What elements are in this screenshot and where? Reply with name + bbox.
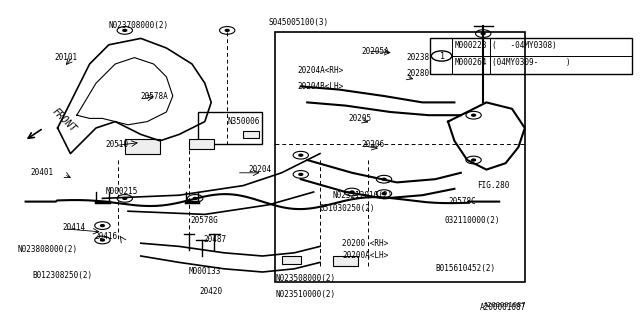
Bar bbox=[430, 38, 632, 74]
Text: 20101: 20101 bbox=[54, 53, 77, 62]
Text: 20414: 20414 bbox=[63, 223, 86, 232]
Text: 20200 <RH>: 20200 <RH> bbox=[342, 239, 388, 248]
Circle shape bbox=[472, 159, 476, 161]
Circle shape bbox=[225, 29, 229, 31]
Circle shape bbox=[472, 114, 476, 116]
Circle shape bbox=[299, 173, 303, 175]
Text: 20205: 20205 bbox=[349, 114, 372, 123]
Text: 051030250(2): 051030250(2) bbox=[320, 204, 376, 212]
Text: FIG.280: FIG.280 bbox=[477, 181, 509, 190]
Text: B012308250(2): B012308250(2) bbox=[32, 271, 92, 280]
Text: N350006: N350006 bbox=[227, 117, 260, 126]
Text: 20578A: 20578A bbox=[141, 92, 168, 100]
Bar bbox=[125, 139, 160, 154]
Text: 20401: 20401 bbox=[31, 168, 54, 177]
Circle shape bbox=[193, 197, 197, 199]
Text: 20238: 20238 bbox=[406, 53, 429, 62]
Text: A200001087: A200001087 bbox=[480, 303, 526, 312]
Text: N023808000(2): N023808000(2) bbox=[18, 245, 78, 254]
Text: 20510: 20510 bbox=[106, 140, 129, 148]
Text: (   -04MY0308): ( -04MY0308) bbox=[492, 41, 556, 50]
Text: B015610452(2): B015610452(2) bbox=[435, 264, 495, 273]
Bar bbox=[243, 131, 259, 138]
Bar bbox=[275, 32, 525, 282]
Text: M000133: M000133 bbox=[189, 268, 221, 276]
Circle shape bbox=[382, 178, 386, 180]
Circle shape bbox=[382, 193, 386, 195]
Bar bbox=[189, 139, 214, 149]
Text: 20206: 20206 bbox=[362, 140, 385, 148]
Bar bbox=[198, 112, 262, 144]
Text: (04MY0309-      ): (04MY0309- ) bbox=[492, 58, 570, 67]
Text: FRONT: FRONT bbox=[50, 106, 78, 134]
Text: A200001087: A200001087 bbox=[484, 302, 527, 308]
Text: N023508000(2): N023508000(2) bbox=[275, 274, 335, 283]
Circle shape bbox=[100, 225, 104, 227]
Circle shape bbox=[481, 33, 485, 35]
Circle shape bbox=[123, 197, 127, 199]
Text: 20578G: 20578G bbox=[191, 216, 218, 225]
Text: 20205A: 20205A bbox=[362, 47, 389, 56]
Bar bbox=[282, 256, 301, 264]
Text: 20578C: 20578C bbox=[448, 197, 476, 206]
Bar bbox=[333, 256, 358, 266]
Text: N023510000(2): N023510000(2) bbox=[275, 290, 335, 299]
Text: M000228: M000228 bbox=[454, 41, 487, 50]
Text: 20420: 20420 bbox=[200, 287, 223, 296]
Circle shape bbox=[299, 154, 303, 156]
Circle shape bbox=[123, 29, 127, 31]
Text: 20280: 20280 bbox=[406, 69, 429, 78]
Text: 1: 1 bbox=[439, 52, 444, 60]
Text: M000264: M000264 bbox=[454, 58, 487, 67]
Text: M000215: M000215 bbox=[106, 188, 138, 196]
Text: 20204: 20204 bbox=[248, 165, 271, 174]
Text: 20416: 20416 bbox=[95, 232, 118, 241]
Text: 032110000(2): 032110000(2) bbox=[445, 216, 500, 225]
Text: N023212010(2): N023212010(2) bbox=[333, 191, 393, 200]
Text: 20204B<LH>: 20204B<LH> bbox=[298, 82, 344, 91]
Text: 20200A<LH>: 20200A<LH> bbox=[342, 252, 388, 260]
Text: S045005100(3): S045005100(3) bbox=[269, 18, 329, 27]
Text: N023708000(2): N023708000(2) bbox=[109, 21, 169, 30]
Text: 20204A<RH>: 20204A<RH> bbox=[298, 66, 344, 75]
Circle shape bbox=[100, 239, 104, 241]
Text: 20487: 20487 bbox=[204, 236, 227, 244]
Circle shape bbox=[350, 191, 354, 193]
